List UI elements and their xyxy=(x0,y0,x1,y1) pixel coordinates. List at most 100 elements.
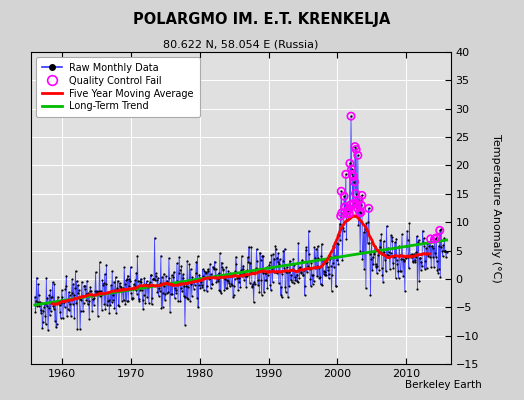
Point xyxy=(300,267,308,273)
Point xyxy=(233,274,241,281)
Point xyxy=(331,253,339,260)
Point xyxy=(110,278,118,285)
Point xyxy=(429,245,438,251)
Point xyxy=(379,238,388,244)
Point xyxy=(302,244,311,251)
Point xyxy=(421,266,429,272)
Point xyxy=(373,263,381,269)
Point xyxy=(43,303,51,310)
Point xyxy=(92,290,100,296)
Point xyxy=(345,210,354,217)
Point xyxy=(273,254,281,261)
Point xyxy=(61,286,69,292)
Point xyxy=(32,274,41,281)
Point xyxy=(42,275,50,281)
Point xyxy=(77,308,85,314)
Point xyxy=(248,283,257,290)
Point xyxy=(356,248,364,255)
Point xyxy=(436,226,445,232)
Point xyxy=(41,312,49,319)
Point xyxy=(124,272,132,279)
Point xyxy=(143,294,151,300)
Point xyxy=(261,270,270,276)
Point xyxy=(341,204,349,210)
Point xyxy=(185,277,193,283)
Point xyxy=(366,251,374,258)
Point xyxy=(216,250,224,257)
Point xyxy=(310,244,319,250)
Point xyxy=(58,294,67,300)
Point xyxy=(189,285,198,292)
Point xyxy=(249,280,257,287)
Point xyxy=(352,190,360,197)
Point xyxy=(419,238,428,245)
Point xyxy=(194,304,202,311)
Point xyxy=(155,293,163,299)
Point xyxy=(277,284,286,290)
Point xyxy=(157,305,166,312)
Point xyxy=(75,287,83,294)
Point xyxy=(307,283,315,289)
Point xyxy=(328,288,336,294)
Point xyxy=(36,307,45,314)
Point xyxy=(103,297,112,304)
Point xyxy=(341,204,350,210)
Point xyxy=(181,322,189,328)
Point xyxy=(96,287,105,294)
Point xyxy=(391,275,400,281)
Point xyxy=(166,308,174,315)
Point xyxy=(361,222,369,229)
Point xyxy=(321,268,329,275)
Point xyxy=(74,290,83,296)
Point xyxy=(226,271,235,278)
Point xyxy=(305,266,314,272)
Point xyxy=(234,286,243,293)
Point xyxy=(110,305,118,311)
Point xyxy=(202,288,211,294)
Point xyxy=(308,272,316,278)
Point xyxy=(185,261,194,268)
Point xyxy=(438,248,446,254)
Point xyxy=(149,276,157,282)
Point xyxy=(423,251,432,258)
Point xyxy=(238,272,246,279)
Point xyxy=(169,282,177,288)
Point xyxy=(322,260,330,267)
Point xyxy=(132,287,140,294)
Point xyxy=(147,272,155,278)
Point xyxy=(268,265,276,271)
Point xyxy=(114,302,123,308)
Point xyxy=(315,275,323,281)
Point xyxy=(159,270,168,277)
Point xyxy=(123,276,132,283)
Point xyxy=(439,253,447,260)
Point xyxy=(294,264,303,271)
Point xyxy=(198,284,206,290)
Point xyxy=(388,234,397,241)
Point xyxy=(32,298,40,304)
Point xyxy=(354,152,362,158)
Point xyxy=(343,208,352,214)
Point xyxy=(38,325,47,332)
Point xyxy=(143,278,151,284)
Point xyxy=(351,144,359,150)
Point xyxy=(315,265,324,271)
Point xyxy=(337,188,345,194)
Point xyxy=(260,276,269,283)
Point xyxy=(353,205,362,211)
Point xyxy=(344,206,352,213)
Point xyxy=(354,222,363,228)
Point xyxy=(324,266,332,273)
Point xyxy=(363,228,371,234)
Point xyxy=(306,275,314,282)
Point xyxy=(283,269,292,276)
Point xyxy=(242,272,250,279)
Point xyxy=(198,282,206,288)
Point xyxy=(395,243,403,249)
Point xyxy=(146,272,155,278)
Point xyxy=(417,267,425,273)
Point xyxy=(189,276,197,283)
Point xyxy=(218,264,226,270)
Point xyxy=(149,276,158,282)
Point xyxy=(223,277,231,284)
